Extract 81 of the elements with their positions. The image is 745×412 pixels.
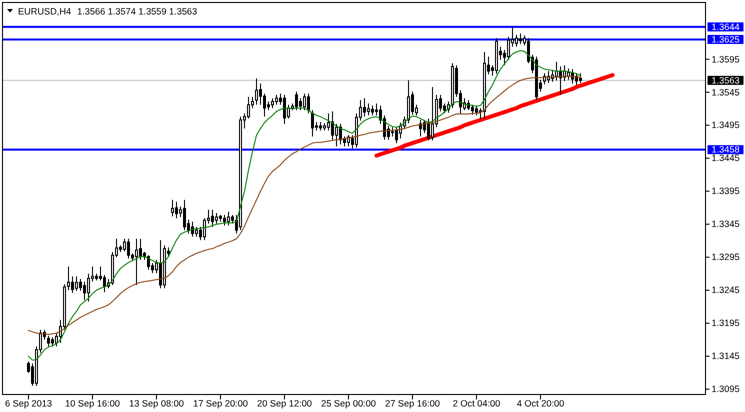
- candlestick: [347, 134, 350, 147]
- candlestick: [271, 98, 274, 109]
- candlestick: [475, 106, 478, 116]
- candlestick: [367, 102, 370, 116]
- x-tick-label: 20 Sep 12:00: [257, 398, 312, 408]
- candlestick: [47, 335, 50, 347]
- ref-line-label: 1.3563: [712, 75, 740, 86]
- candlestick: [259, 83, 262, 106]
- candlestick: [303, 93, 306, 111]
- y-tick-label: 1.3595: [712, 54, 740, 64]
- candlestick: [295, 91, 298, 111]
- y-tick-label: 1.3345: [712, 219, 740, 230]
- candlestick: [171, 199, 174, 217]
- candlestick: [135, 238, 138, 286]
- candlestick: [215, 212, 218, 224]
- candlestick: [331, 110, 334, 140]
- candlestick: [223, 214, 226, 226]
- candlestick: [507, 36, 510, 60]
- candlestick: [71, 276, 74, 294]
- y-tick-label: 1.3495: [712, 120, 740, 130]
- ref-line-label: 1.3458: [712, 144, 740, 155]
- candlestick: [579, 72, 582, 84]
- candlestick: [363, 98, 366, 118]
- candlestick: [87, 273, 90, 302]
- candlestick: [247, 96, 250, 120]
- y-tick-label: 1.3395: [712, 186, 740, 196]
- candlestick: [183, 199, 186, 231]
- candlestick: [255, 78, 258, 106]
- candlestick: [427, 118, 430, 141]
- candlestick: [371, 104, 374, 116]
- candlestick: [327, 112, 330, 132]
- candlestick: [275, 94, 278, 106]
- candlestick: [211, 209, 214, 228]
- y-tick-label: 1.3195: [712, 318, 740, 328]
- ref-line-label: 1.3644: [712, 22, 740, 32]
- y-tick-label: 1.3245: [712, 285, 740, 296]
- candlestick: [175, 201, 178, 219]
- candlestick: [431, 86, 434, 141]
- line-series: [374, 73, 614, 158]
- candlestick: [515, 34, 518, 48]
- candlestick: [75, 276, 78, 292]
- y-tick-label: 1.3445: [712, 153, 740, 164]
- candlestick: [203, 218, 206, 241]
- candlestick: [443, 102, 446, 114]
- y-tick-label: 1.3095: [712, 384, 740, 394]
- x-tick-label: 27 Sep 16:00: [385, 398, 440, 408]
- x-tick-label: 6 Sep 2013: [4, 398, 52, 408]
- candlestick: [139, 238, 142, 260]
- candlestick: [263, 93, 266, 118]
- x-tick-label: 25 Sep 00:00: [321, 398, 376, 408]
- candlestick: [299, 98, 302, 111]
- x-tick-label: 4 Oct 20:00: [516, 398, 564, 408]
- candlestick: [519, 33, 522, 45]
- candlestick: [391, 126, 394, 137]
- x-tick-label: 13 Sep 08:00: [129, 398, 184, 408]
- chart-subtitle: 1.3566 1.3574 1.3559 1.3563: [77, 6, 198, 16]
- candlestick: [311, 110, 314, 137]
- candlestick: [195, 226, 198, 238]
- candlestick: [307, 93, 310, 114]
- candlestick: [159, 240, 162, 289]
- candlestick: [283, 94, 286, 124]
- candlestick: [471, 104, 474, 116]
- candlestick: [227, 211, 230, 226]
- candlestick: [123, 238, 126, 252]
- candlestick: [395, 126, 398, 144]
- candlestick: [51, 336, 54, 347]
- x-tick-label: 10 Sep 16:00: [65, 398, 120, 408]
- candlestick: [79, 278, 82, 292]
- candlestick: [127, 238, 130, 260]
- candlestick: [147, 254, 150, 270]
- y-tick-label: 1.3295: [712, 252, 740, 262]
- ref-line-label: 1.3625: [712, 34, 740, 44]
- candlestick: [335, 123, 338, 147]
- x-tick-label: 17 Sep 20:00: [193, 398, 248, 408]
- x-tick-label: 2 Oct 04:00: [452, 398, 500, 408]
- y-tick-label: 1.3545: [712, 87, 740, 98]
- candlestick: [407, 80, 410, 124]
- candlestick: [103, 274, 106, 293]
- candlestick: [83, 281, 86, 301]
- y-tick-label: 1.3145: [712, 351, 740, 362]
- chart-title: EURUSD,H4: [18, 6, 72, 16]
